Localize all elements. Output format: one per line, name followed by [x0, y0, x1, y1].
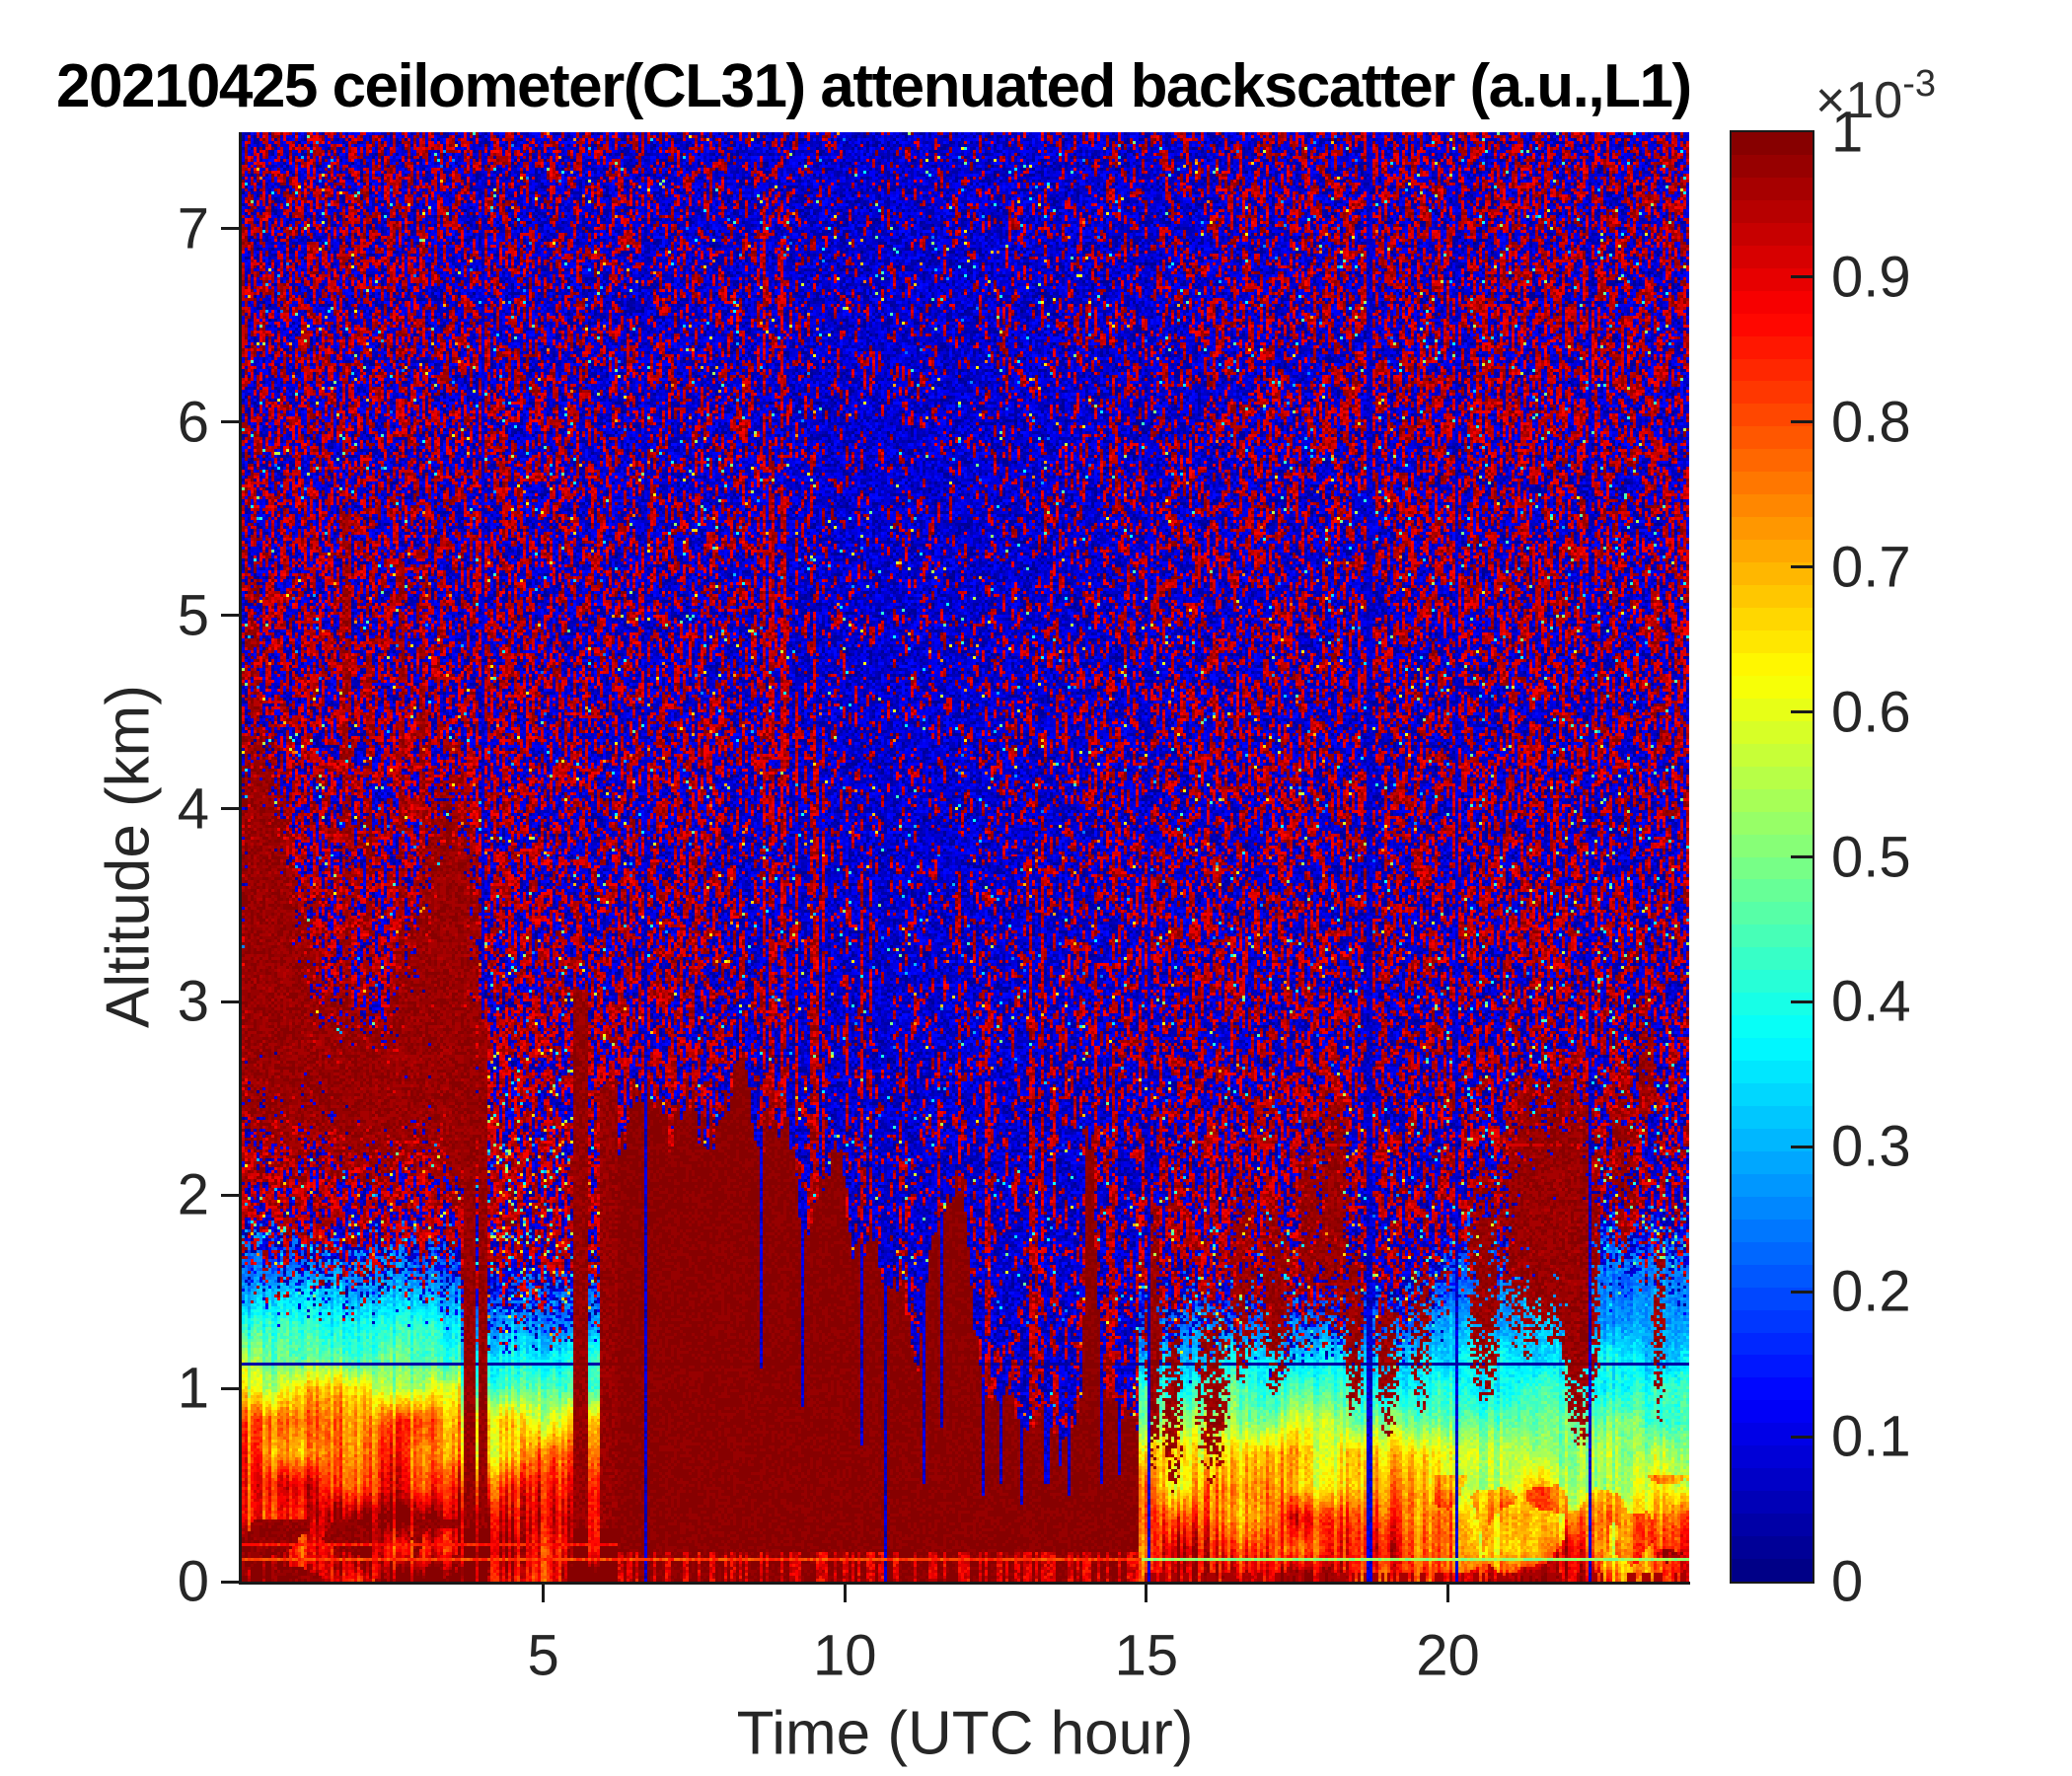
- y-tick-mark: [221, 1386, 239, 1390]
- y-tick-mark: [221, 614, 239, 618]
- colorbar-tick-label: 0: [1831, 1549, 1864, 1614]
- y-tick-mark: [221, 227, 239, 231]
- x-tick-mark: [1446, 1585, 1449, 1602]
- y-tick-label: 0: [177, 1549, 209, 1614]
- x-tick-label: 15: [1114, 1623, 1179, 1688]
- x-tick-label: 10: [812, 1623, 877, 1688]
- colorbar-tick-label: 0.6: [1831, 680, 1911, 745]
- colorbar-tick-label: 0.1: [1831, 1404, 1911, 1469]
- x-axis-label: Time (UTC hour): [736, 1699, 1194, 1768]
- colorbar-tick-mark: [1791, 999, 1813, 1003]
- y-tick-label: 2: [177, 1162, 209, 1227]
- y-tick-mark: [221, 420, 239, 424]
- colorbar-exponent-base: ×10: [1815, 72, 1903, 129]
- colorbar-tick-mark: [1791, 565, 1813, 569]
- y-tick-label: 4: [177, 777, 209, 842]
- y-tick-label: 3: [177, 969, 209, 1034]
- colorbar-exponent: ×10-3: [1815, 63, 1936, 130]
- x-tick-mark: [1145, 1585, 1148, 1602]
- colorbar-tick-mark: [1791, 420, 1813, 424]
- colorbar-exponent-power: -3: [1902, 63, 1937, 105]
- heatmap-canvas: [242, 132, 1689, 1582]
- colorbar-tick-label: 0.2: [1831, 1259, 1911, 1324]
- y-tick-mark: [221, 1580, 239, 1584]
- y-tick-label: 6: [177, 390, 209, 455]
- y-tick-label: 1: [177, 1356, 209, 1421]
- colorbar-tick-mark: [1791, 1435, 1813, 1439]
- colorbar-tick-mark: [1791, 1145, 1813, 1148]
- x-tick-label: 5: [527, 1623, 559, 1688]
- colorbar-tick-mark: [1791, 855, 1813, 858]
- colorbar-tick-mark: [1791, 275, 1813, 279]
- y-tick-mark: [221, 1193, 239, 1197]
- y-tick-label: 5: [177, 583, 209, 648]
- colorbar-tick-label: 0.9: [1831, 245, 1911, 310]
- chart-title: 20210425 ceilometer(CL31) attenuated bac…: [56, 52, 1692, 120]
- y-tick-mark: [221, 999, 239, 1003]
- colorbar-tick-label: 1: [1831, 100, 1864, 165]
- x-tick-mark: [843, 1585, 847, 1602]
- x-axis-line: [239, 1582, 1690, 1585]
- colorbar-tick-label: 0.8: [1831, 390, 1911, 455]
- colorbar-tick-mark: [1791, 1290, 1813, 1294]
- colorbar-tick-label: 0.5: [1831, 825, 1911, 889]
- x-tick-mark: [542, 1585, 546, 1602]
- y-axis-label: Altitude (km): [94, 685, 163, 1028]
- colorbar-tick-label: 0.4: [1831, 969, 1911, 1034]
- y-axis-line: [239, 132, 242, 1585]
- colorbar-tick-label: 0.3: [1831, 1114, 1911, 1179]
- colorbar-tick-mark: [1791, 710, 1813, 714]
- x-tick-label: 20: [1416, 1623, 1480, 1688]
- y-tick-label: 7: [177, 196, 209, 261]
- y-tick-mark: [221, 807, 239, 811]
- colorbar-tick-label: 0.7: [1831, 535, 1911, 600]
